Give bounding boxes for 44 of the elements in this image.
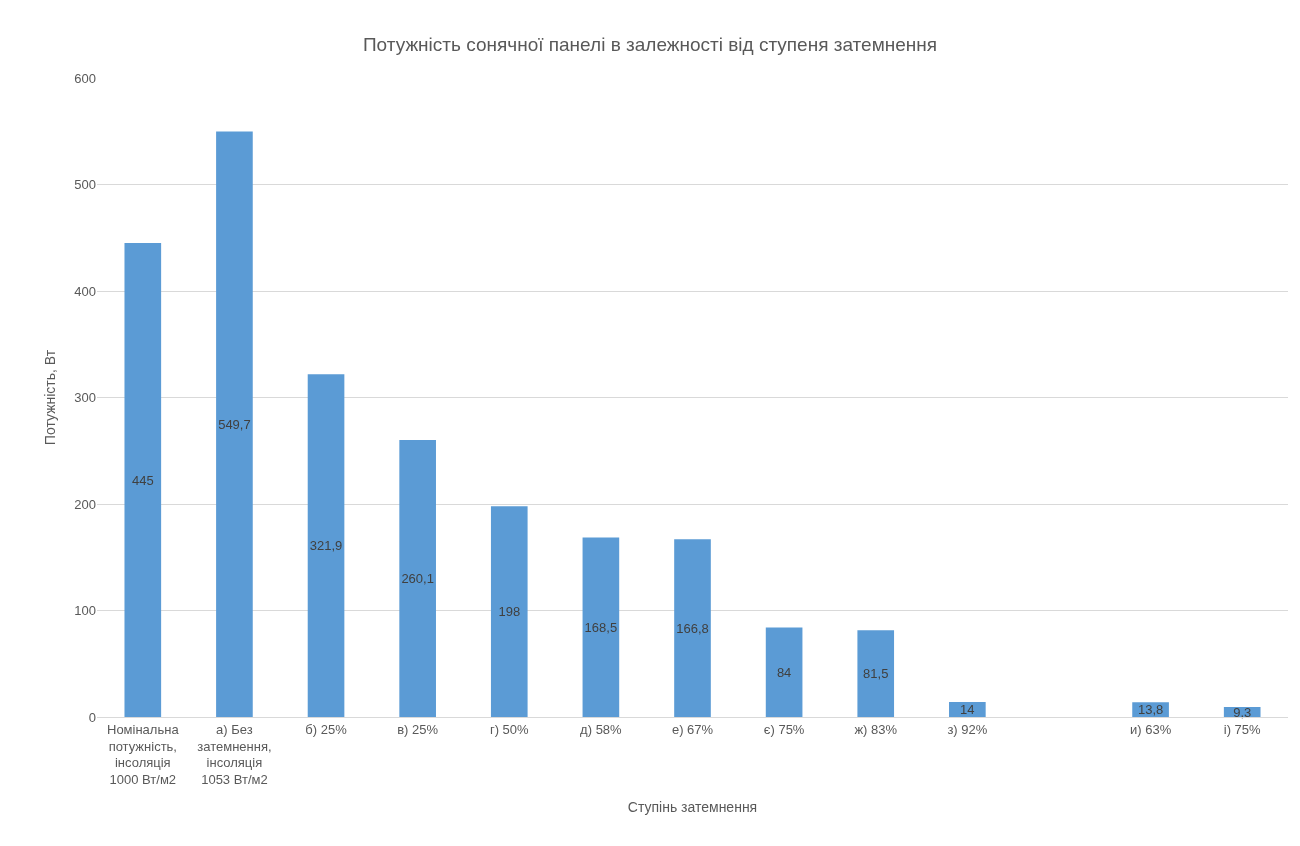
bar [216, 131, 253, 717]
data-label: 13,8 [1137, 702, 1164, 718]
x-tick-label: є) 75% [763, 721, 805, 737]
data-label: 9,3 [1233, 704, 1252, 720]
data-label: 81,5 [863, 666, 889, 682]
x-tick-label: і) 75% [1223, 721, 1262, 737]
x-tick-label: и) 63% [1129, 721, 1172, 737]
data-label: 198 [498, 604, 521, 620]
data-label: 549,7 [218, 416, 251, 432]
data-label: 14 [960, 702, 975, 718]
bar [582, 537, 620, 717]
x-tick-label: е) 67% [671, 721, 714, 737]
data-label: 321,9 [309, 538, 343, 554]
y-tick-label: 500 [74, 177, 96, 193]
x-tick-label: з) 92% [947, 721, 988, 737]
data-label: 260,1 [401, 570, 434, 586]
bar [124, 243, 162, 717]
data-label: 166,8 [676, 620, 709, 636]
bar [674, 539, 711, 717]
y-tick-label: 100 [74, 603, 96, 619]
y-tick-label: 400 [74, 283, 96, 299]
bar [765, 627, 803, 717]
data-label: 445 [131, 472, 154, 488]
x-tick-label: а) Без затемнення, інсоляція 1053 Вт/м2 [197, 721, 272, 788]
x-axis-title: Ступінь затемнення [627, 798, 758, 815]
bar [490, 506, 528, 717]
bar [949, 702, 986, 717]
chart-title: Потужність сонячної панелі в залежності від ступеня затемнення [362, 33, 938, 55]
bar [399, 439, 436, 717]
data-label: 84 [776, 664, 792, 680]
y-axis-title: Потужність, Вт [41, 349, 58, 446]
y-tick-label: 0 [88, 709, 96, 725]
x-tick-label: ж) 83% [854, 721, 898, 737]
x-tick-label: Номінальна потужність, інсоляція 1000 Вт/м2 [107, 721, 180, 788]
y-tick-label: 600 [74, 70, 96, 86]
data-label: 168,5 [584, 619, 618, 635]
y-tick-label: 200 [74, 496, 96, 512]
x-tick-label: д) 58% [580, 721, 623, 737]
bar [857, 630, 895, 717]
x-tick-label: б) 25% [305, 721, 348, 737]
bar [307, 374, 345, 717]
x-tick-label: в) 25% [397, 721, 439, 737]
x-tick-label: г) 50% [489, 721, 530, 737]
y-tick-label: 300 [74, 390, 96, 406]
